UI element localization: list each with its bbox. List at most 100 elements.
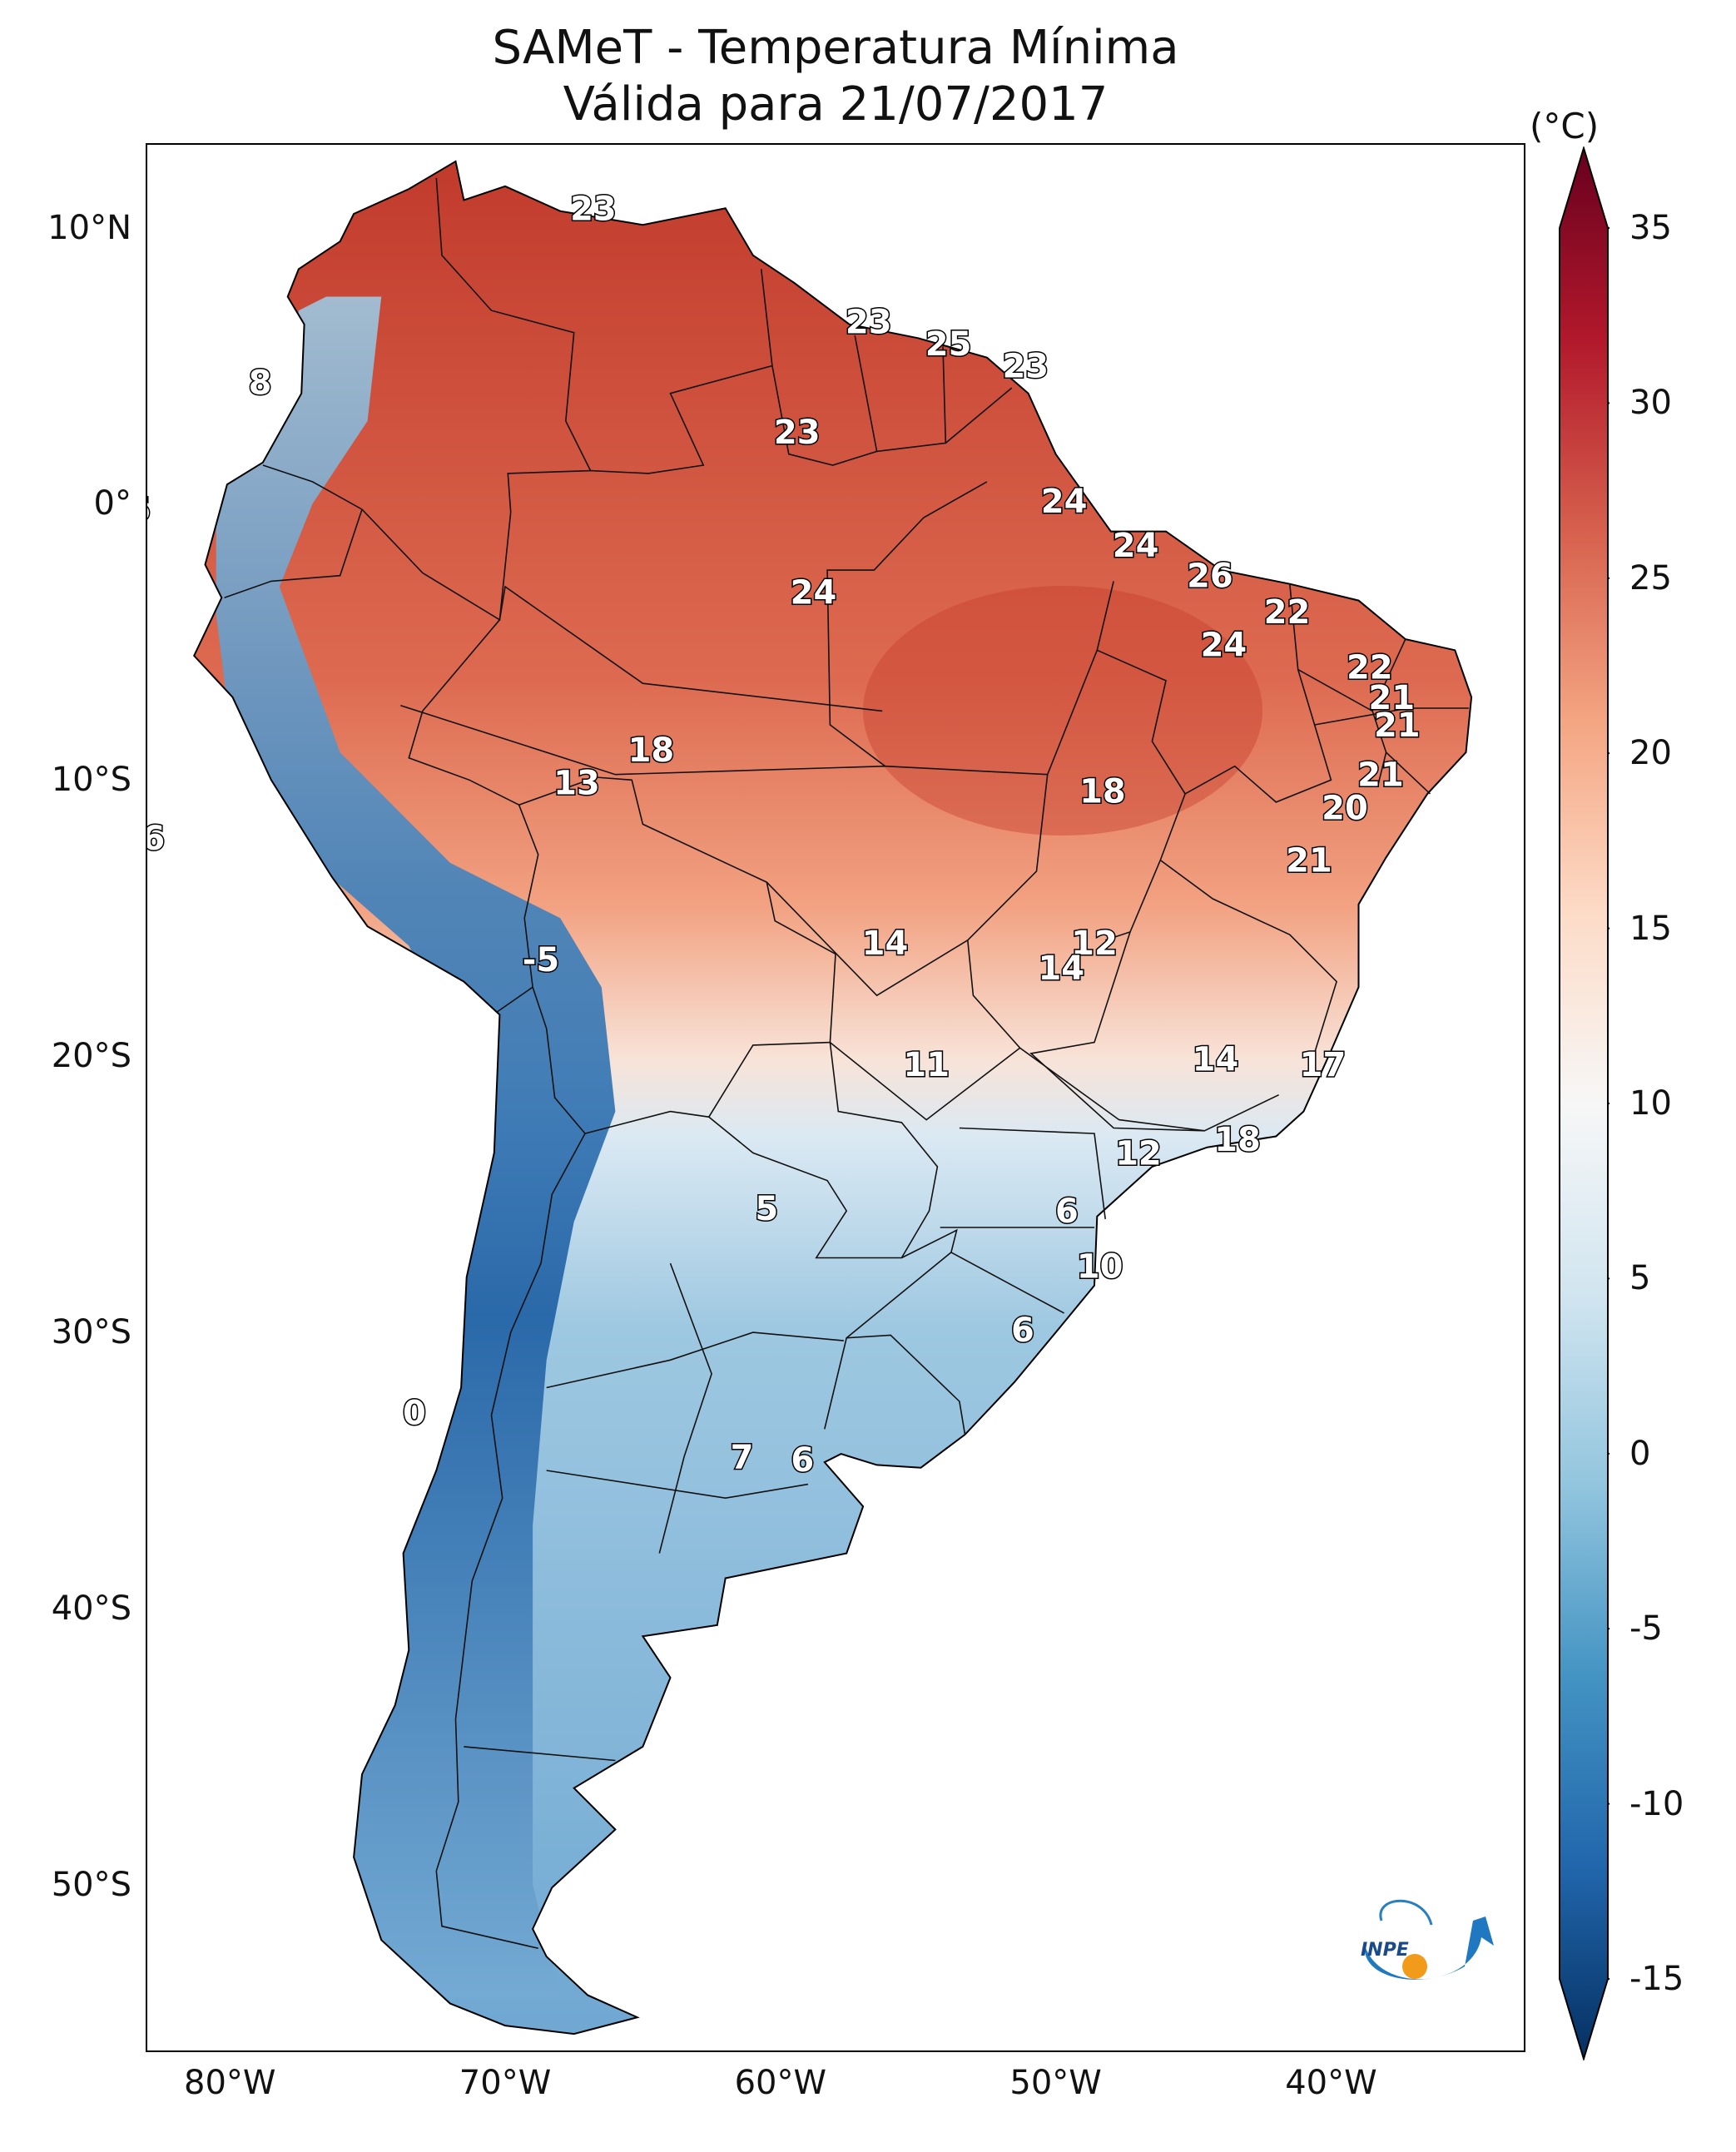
- border-line: [826, 481, 988, 767]
- border-line: [945, 387, 1013, 444]
- temperature-value-label: 18: [1214, 1121, 1261, 1159]
- colorbar-unit: (°C): [1530, 106, 1600, 146]
- temperature-value-label: 0: [403, 1394, 426, 1432]
- border-line: [1029, 931, 1279, 1132]
- temperature-value-label: 24: [1113, 527, 1159, 565]
- temperature-value-label: 21: [1357, 756, 1404, 795]
- border-line: [435, 986, 586, 1949]
- map-title: SAMeT - Temperatura Mínima: [492, 21, 1179, 75]
- border-line: [224, 508, 363, 599]
- latitude-tick-label: 20°S: [51, 1037, 131, 1076]
- border-line: [829, 1041, 1021, 1121]
- border-line: [518, 776, 836, 1134]
- temperature-value-label: 12: [1071, 925, 1118, 963]
- colorbar-tick-label: -15: [1629, 1960, 1684, 1998]
- temperature-value-label: 23: [846, 303, 892, 341]
- border-line: [590, 269, 773, 474]
- colorbar-tick-label: 30: [1629, 384, 1672, 423]
- colorbar-tick-label: 20: [1629, 734, 1672, 773]
- temperature-value-label: 6: [791, 1441, 814, 1480]
- border-line: [546, 1331, 844, 1389]
- border-line: [959, 1127, 1106, 1220]
- temperature-value-label: 21: [1286, 842, 1332, 880]
- colorbar-tick-label: -5: [1629, 1609, 1663, 1649]
- colorbar-tick-label: -10: [1629, 1784, 1684, 1823]
- temperature-value-label: 6: [1011, 1312, 1034, 1350]
- temperature-value-label: 25: [925, 325, 972, 364]
- latitude-tick-label: 10°N: [47, 208, 131, 247]
- colorbar-tick-label: 25: [1629, 558, 1672, 598]
- temperature-value-label: 8: [249, 364, 272, 402]
- temperature-value-label: 23: [1002, 348, 1049, 386]
- temperature-value-label: 6: [1055, 1193, 1079, 1231]
- border-line: [400, 581, 1114, 776]
- temperature-value-label: 7: [731, 1438, 754, 1476]
- temperature-value-label: 24: [1201, 627, 1247, 665]
- border-line: [262, 177, 592, 622]
- border-line: [408, 619, 539, 1013]
- map-subtitle: Válida para 21/07/2017: [563, 77, 1109, 131]
- border-line: [658, 1262, 712, 1554]
- temperature-value-label: 23: [570, 190, 617, 228]
- temperature-value-label: 11: [903, 1046, 950, 1084]
- border-line: [1376, 751, 1387, 786]
- border-line: [824, 1334, 966, 1435]
- longitude-tick-label: 50°W: [1009, 2064, 1102, 2102]
- temperature-value-label: 16: [147, 820, 165, 858]
- longitude-tick-label: 70°W: [459, 2064, 552, 2102]
- temperature-value-label: 14: [1193, 1041, 1239, 1079]
- colorbar-tick-label: 15: [1629, 909, 1672, 948]
- temperature-value-label: 22: [1347, 648, 1393, 687]
- temperature-value-label: -5: [523, 941, 559, 979]
- latitude-tick-label: 50°S: [51, 1865, 131, 1904]
- border-line: [771, 335, 878, 466]
- temperature-value-label: 10: [1077, 1247, 1123, 1286]
- temperature-value-label: 21: [1374, 707, 1421, 745]
- border-line: [846, 1228, 958, 1339]
- temperature-value-label: 14: [1038, 950, 1084, 988]
- border-line: [546, 1470, 809, 1500]
- svg-text:INPE: INPE: [1361, 1940, 1409, 1961]
- temperature-value-label: 5: [755, 1190, 778, 1228]
- longitude-tick-label: 80°W: [184, 2064, 276, 2102]
- country-borders: [224, 177, 1469, 1949]
- temperature-labels: 2382325236232424262422242221212120211813…: [147, 189, 1421, 1481]
- coastline: [193, 160, 1473, 2035]
- latitude-tick-label: 0°: [93, 484, 131, 523]
- temperature-value-label: 23: [774, 414, 821, 452]
- temperature-value-label: 6: [147, 491, 151, 529]
- border-line: [464, 1746, 616, 1762]
- border-line: [1314, 707, 1469, 726]
- border-line: [950, 1252, 1064, 1314]
- temperature-value-label: 17: [1300, 1046, 1347, 1084]
- temperature-value-label: 20: [1322, 790, 1368, 828]
- inpe-logo: INPE: [1361, 1899, 1494, 1980]
- latitude-tick-label: 40°S: [51, 1589, 131, 1628]
- border-line: [966, 774, 1205, 1132]
- longitude-tick-label: 60°W: [734, 2064, 827, 2102]
- temperature-value-label: 26: [1187, 558, 1233, 596]
- colorbar-tick-label: 0: [1629, 1434, 1651, 1473]
- temperature-value-label: 24: [1041, 483, 1088, 521]
- border-line: [498, 585, 883, 712]
- temperature-value-label: 21: [1368, 679, 1415, 717]
- temperature-value-label: 22: [1264, 593, 1311, 632]
- colorbar-tick-label: 10: [1629, 1084, 1672, 1123]
- border-line: [1159, 859, 1338, 1063]
- south-america-landmass: [194, 161, 1472, 2035]
- colorbar-tick-label: 35: [1629, 209, 1672, 247]
- temperature-map: 2382325236232424262422242221212120211813…: [147, 160, 1473, 2035]
- map-area[interactable]: 2382325236232424262422242221212120211813…: [146, 143, 1525, 2052]
- latitude-tick-label: 10°S: [51, 761, 131, 800]
- colorbar: [1559, 146, 1610, 2060]
- border-line: [766, 881, 969, 997]
- latitude-tick-label: 30°S: [51, 1313, 131, 1352]
- temperature-value-label: 12: [1115, 1134, 1162, 1173]
- temperature-value-label: 13: [553, 765, 600, 803]
- temperature-value-label: 14: [862, 925, 909, 963]
- temperature-value-label: 18: [1079, 773, 1126, 811]
- temperature-value-label: 24: [791, 574, 837, 612]
- longitude-tick-label: 40°W: [1285, 2064, 1377, 2102]
- temperature-value-label: 18: [628, 731, 675, 770]
- colorbar-tick-label: 5: [1629, 1259, 1651, 1298]
